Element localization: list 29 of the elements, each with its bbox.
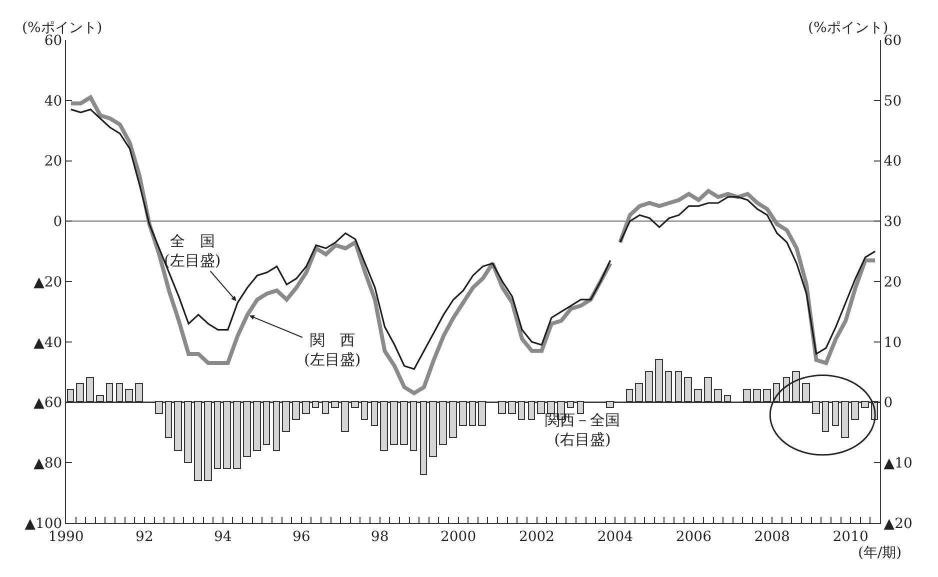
x-tick-label: 2000: [440, 528, 476, 545]
y2-tick-label: 0: [884, 395, 893, 412]
y-tick-label: 0: [53, 214, 62, 230]
x-tick-label: 2010: [832, 528, 868, 545]
x-tick-label: 2002: [518, 528, 555, 545]
y2-tick-label: 40: [884, 154, 902, 170]
x-tick-label: 2008: [754, 528, 790, 545]
y-tick-label: 20: [44, 154, 62, 170]
y-tick-label: ▲20: [34, 274, 62, 290]
x-tick-label: 96: [292, 528, 310, 545]
y2-tick-label: 30: [884, 214, 902, 230]
x-tick-label: 2006: [676, 528, 712, 545]
x-axis-title: (年/期): [858, 545, 902, 561]
y2-tick-label: 10: [884, 334, 902, 351]
y-tick-label: 40: [44, 93, 62, 110]
y2-tick-label: ▲20: [884, 516, 912, 532]
x-tick-label: 94: [214, 528, 232, 545]
y2-tick-label: ▲10: [884, 456, 912, 472]
y-tick-label: ▲40: [34, 334, 62, 351]
x-tick-label: 92: [136, 528, 154, 545]
annotation: 全 国 (左目盛): [164, 232, 221, 270]
y-tick-label: ▲60: [34, 395, 62, 412]
y-tick-label: ▲80: [34, 456, 62, 472]
y2-tick-label: 50: [884, 93, 902, 110]
y2-tick-label: 20: [884, 274, 902, 290]
x-tick-label: 98: [370, 528, 389, 545]
annotation: 関 西 (左目盛): [304, 331, 361, 368]
annotation: 関西－全国 (右目盛): [545, 411, 620, 448]
x-tick-label: 2004: [597, 528, 634, 545]
